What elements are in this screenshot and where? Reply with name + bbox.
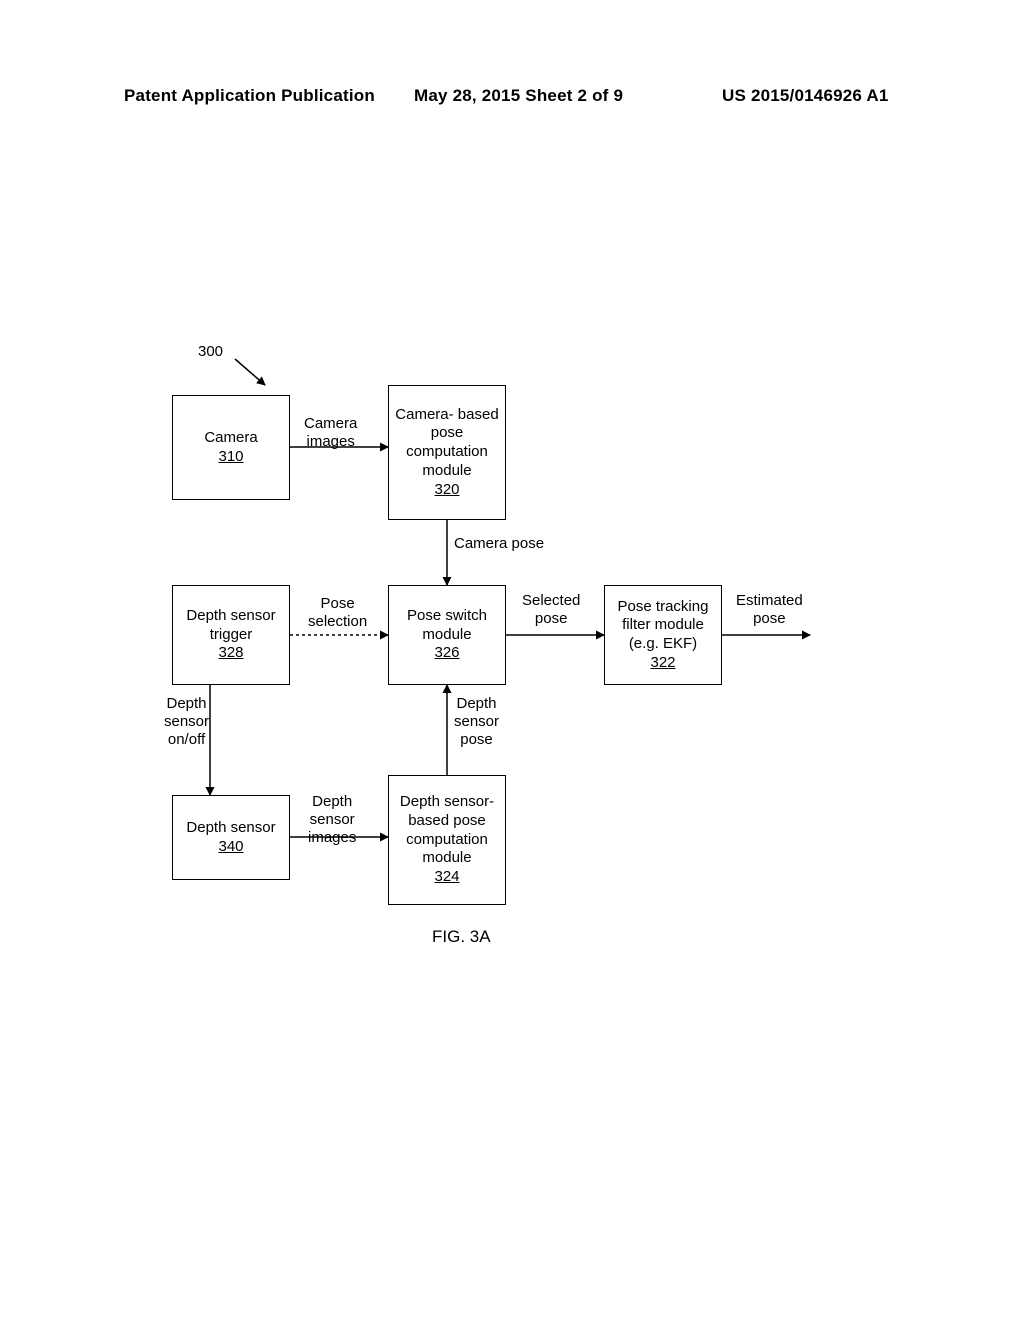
node-depth-sensor-ref: 340	[218, 838, 243, 857]
node-camera-ref: 310	[218, 448, 243, 467]
node-depth-comp-ref: 324	[434, 868, 459, 887]
header-mid: May 28, 2015 Sheet 2 of 9	[414, 86, 623, 106]
node-switch: Pose switch module 326	[388, 585, 506, 685]
label-estimated-pose: Estimated pose	[736, 592, 803, 628]
node-trigger-label: Depth sensor trigger	[179, 607, 283, 645]
node-depth-comp: Depth sensor- based pose computation mod…	[388, 775, 506, 905]
figure-caption: FIG. 3A	[432, 927, 491, 947]
node-trigger: Depth sensor trigger 328	[172, 585, 290, 685]
node-filter-label: Pose tracking filter module (e.g. EKF)	[611, 598, 715, 654]
node-trigger-ref: 328	[218, 644, 243, 663]
label-camera-images: Camera images	[304, 415, 357, 451]
node-cam-pose-comp-ref: 320	[434, 481, 459, 500]
node-camera: Camera 310	[172, 395, 290, 500]
system-pointer-arrow	[235, 359, 265, 385]
node-filter-ref: 322	[650, 654, 675, 673]
node-cam-pose-comp-label: Camera- based pose computation module	[395, 406, 499, 481]
label-depth-images: Depth sensor images	[308, 793, 356, 847]
node-filter: Pose tracking filter module (e.g. EKF) 3…	[604, 585, 722, 685]
node-switch-label: Pose switch module	[395, 607, 499, 645]
label-depth-onoff: Depth sensor on/off	[164, 695, 209, 749]
label-selected-pose: Selected pose	[522, 592, 580, 628]
node-depth-sensor-label: Depth sensor	[186, 819, 275, 838]
node-camera-label: Camera	[204, 429, 257, 448]
node-depth-sensor: Depth sensor 340	[172, 795, 290, 880]
node-switch-ref: 326	[434, 644, 459, 663]
node-cam-pose-comp: Camera- based pose computation module 32…	[388, 385, 506, 520]
header-left: Patent Application Publication	[124, 86, 375, 106]
node-depth-comp-label: Depth sensor- based pose computation mod…	[395, 793, 499, 868]
label-camera-pose: Camera pose	[454, 535, 544, 553]
label-depth-pose: Depth sensor pose	[454, 695, 499, 749]
label-pose-selection: Pose selection	[308, 595, 367, 631]
header-right: US 2015/0146926 A1	[722, 86, 889, 106]
figure-diagram: 300 Camera 310 Camera- based pose comput…	[160, 355, 900, 955]
